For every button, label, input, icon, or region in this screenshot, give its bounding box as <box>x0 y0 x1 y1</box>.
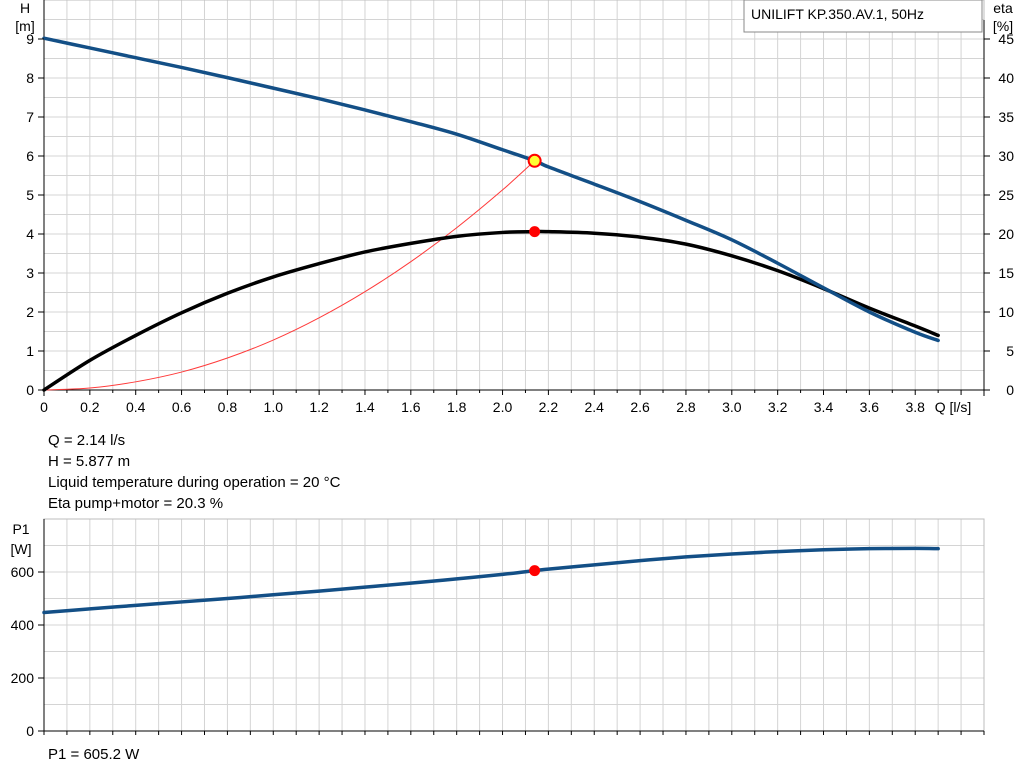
info-eta: Eta pump+motor = 20.3 % <box>48 495 224 512</box>
top-tick-labels: 0 0.2 0.4 0.6 0.8 1.0 1.2 1.4 1.6 1.8 2.0 2.2 2.4 2.6… <box>26 31 1014 415</box>
x-tick-label: 1.0 <box>264 399 284 415</box>
y-tick-label: 200 <box>11 670 35 686</box>
head-curve <box>42 36 940 343</box>
x-tick-label: 3.0 <box>722 399 742 415</box>
y-tick-label: 0 <box>26 382 34 398</box>
h-axis-unit: [m] <box>15 18 34 34</box>
y-tick-label: 8 <box>26 70 34 86</box>
y2-tick-label: 10 <box>998 304 1014 320</box>
y2-tick-label: 35 <box>998 109 1014 125</box>
eta-axis-label: eta <box>993 0 1013 16</box>
head-operating-point <box>527 153 542 168</box>
x-tick-label: 0.8 <box>218 399 238 415</box>
bottom-curves <box>42 546 940 615</box>
y2-tick-label: 5 <box>1006 343 1014 359</box>
y-tick-label: 9 <box>26 31 34 47</box>
y-tick-label: 600 <box>11 564 35 580</box>
y-tick-label: 3 <box>26 265 34 281</box>
y2-tick-label: 20 <box>998 226 1014 242</box>
operating-info: Q = 2.14 l/s H = 5.877 m Liquid temperat… <box>48 430 340 514</box>
x-tick-label: 2.0 <box>493 399 513 415</box>
x-tick-label: 2.4 <box>585 399 605 415</box>
eta-axis-unit: [%] <box>993 18 1013 34</box>
chart-title-box: UNILIFT KP.350.AV.1, 50Hz <box>743 0 983 33</box>
x-tick-label: 1.4 <box>355 399 375 415</box>
head-efficiency-chart: 0 0.2 0.4 0.6 0.8 1.0 1.2 1.4 1.6 1.8 2.0 2.2 2.4 2.6… <box>15 0 1014 415</box>
x-tick-label: 0.6 <box>172 399 192 415</box>
system-curve <box>43 160 535 391</box>
chart-title: UNILIFT KP.350.AV.1, 50Hz <box>751 6 924 22</box>
y-tick-label: 5 <box>26 187 34 203</box>
x-tick-label: 3.6 <box>860 399 880 415</box>
p1-axis-unit: [W] <box>11 541 32 557</box>
x-tick-label: 3.4 <box>814 399 834 415</box>
y-tick-label: 2 <box>26 304 34 320</box>
x-tick-label: 0 <box>40 399 48 415</box>
y2-tick-label: 45 <box>998 31 1014 47</box>
y2-tick-label: 0 <box>1006 382 1014 398</box>
power-info: P1 = 605.2 W <box>48 744 139 765</box>
info-liquid-temp: Liquid temperature during operation = 20… <box>48 474 341 491</box>
bottom-tick-labels: 0 200 400 600 <box>11 564 985 739</box>
x-tick-label: 2.6 <box>630 399 650 415</box>
y2-tick-label: 15 <box>998 265 1014 281</box>
info-head: H = 5.877 m <box>48 453 131 470</box>
x-tick-label: 2.8 <box>676 399 696 415</box>
h-axis-label: H <box>20 0 30 16</box>
y-tick-label: 0 <box>26 723 34 739</box>
y-tick-label: 4 <box>26 226 34 242</box>
bottom-axis-labels: P1 [W] <box>11 521 32 557</box>
efficiency-operating-point <box>529 226 541 238</box>
power-chart: 0 200 400 600 P1 [W] <box>11 518 985 739</box>
x-tick-label: 1.8 <box>447 399 467 415</box>
info-p1: P1 = 605.2 W <box>48 746 140 763</box>
y-tick-label: 1 <box>26 343 34 359</box>
q-axis-label: Q [l/s] <box>935 399 972 415</box>
y2-tick-label: 25 <box>998 187 1014 203</box>
x-tick-label: 0.4 <box>126 399 146 415</box>
top-grid <box>43 0 985 391</box>
x-tick-label: 2.2 <box>539 399 559 415</box>
info-flow: Q = 2.14 l/s <box>48 432 126 449</box>
top-curves <box>42 36 940 392</box>
y-tick-label: 7 <box>26 109 34 125</box>
y2-tick-label: 30 <box>998 148 1014 164</box>
x-tick-label: 3.2 <box>768 399 788 415</box>
top-axis-labels: H [m] eta [%] Q [l/s] <box>15 0 1013 415</box>
power-operating-point <box>529 565 541 577</box>
efficiency-curve <box>42 229 940 392</box>
top-chart-frame <box>38 0 985 396</box>
y-tick-label: 6 <box>26 148 34 164</box>
y2-tick-label: 40 <box>998 70 1014 86</box>
y-tick-label: 400 <box>11 617 35 633</box>
x-tick-label: 3.8 <box>905 399 925 415</box>
power-curve <box>42 546 940 615</box>
p1-axis-label: P1 <box>12 521 29 537</box>
x-tick-label: 0.2 <box>80 399 100 415</box>
x-tick-label: 1.6 <box>401 399 421 415</box>
x-tick-label: 1.2 <box>309 399 329 415</box>
